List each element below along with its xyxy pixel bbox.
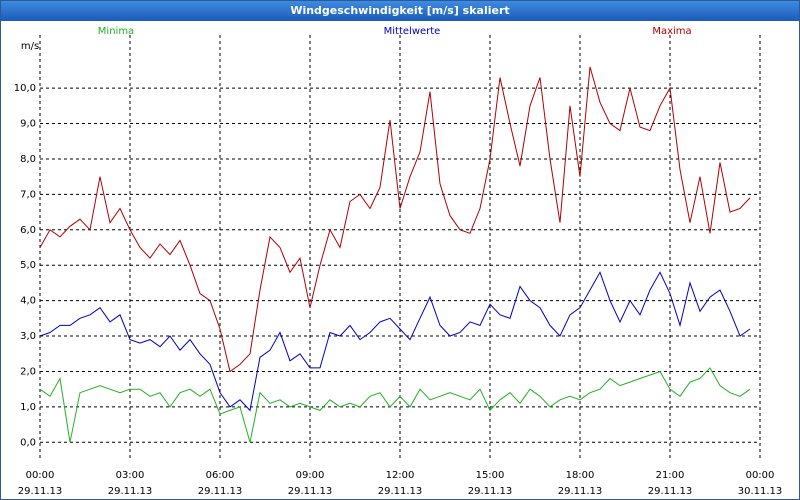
x-tick-date: 29.11.13 — [288, 486, 333, 497]
legend-label: Mittelwerte — [384, 26, 441, 37]
title-bar: Windgeschwindigkeit [m/s] skaliert — [1, 1, 799, 21]
x-tick-date: 29.11.13 — [558, 486, 603, 497]
x-tick-date: 30.11.13 — [738, 486, 783, 497]
x-tick-label: 18:00 — [566, 470, 595, 481]
legend-label: Minima — [98, 26, 134, 37]
x-tick-label: 00:00 — [26, 470, 55, 481]
legend-label: Maxima — [652, 26, 691, 37]
y-axis-label: m/s — [21, 41, 39, 52]
x-tick-label: 00:00 — [746, 470, 775, 481]
y-tick-label: 3,0 — [20, 331, 36, 342]
y-tick-label: 4,0 — [20, 296, 36, 307]
x-tick-label: 12:00 — [386, 470, 415, 481]
x-tick-label: 15:00 — [476, 470, 505, 481]
y-tick-label: 2,0 — [20, 366, 36, 377]
x-tick-date: 29.11.13 — [648, 486, 693, 497]
y-tick-label: 5,0 — [20, 260, 36, 271]
x-tick-label: 09:00 — [296, 470, 325, 481]
x-tick-date: 29.11.13 — [468, 486, 513, 497]
x-tick-date: 29.11.13 — [18, 486, 63, 497]
series-line — [39, 66, 751, 373]
x-tick-label: 03:00 — [116, 470, 145, 481]
x-tick-label: 21:00 — [656, 470, 685, 481]
y-tick-label: 7,0 — [20, 189, 36, 200]
x-tick-label: 06:00 — [206, 470, 235, 481]
series-line — [39, 271, 751, 412]
y-tick-label: 8,0 — [20, 154, 36, 165]
x-tick-date: 29.11.13 — [198, 486, 243, 497]
y-tick-label: 0,0 — [20, 437, 36, 448]
series-line — [39, 367, 751, 443]
y-tick-label: 9,0 — [20, 119, 36, 130]
x-tick-date: 29.11.13 — [108, 486, 153, 497]
y-tick-label: 6,0 — [20, 225, 36, 236]
y-tick-label: 10,0 — [14, 83, 36, 94]
x-tick-date: 29.11.13 — [378, 486, 423, 497]
y-tick-label: 1,0 — [20, 402, 36, 413]
